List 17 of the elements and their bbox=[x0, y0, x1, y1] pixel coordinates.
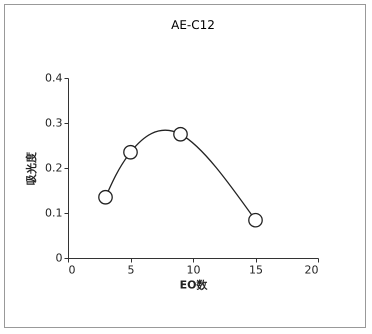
x-tick-label: 0 bbox=[68, 264, 76, 276]
x-tick-label: 15 bbox=[249, 264, 263, 276]
x-axis-title: EO数 bbox=[180, 278, 208, 292]
point bbox=[248, 212, 263, 228]
y-tick-label: 0 bbox=[56, 252, 62, 264]
point bbox=[123, 144, 138, 160]
chart-title: AE-C12 bbox=[171, 18, 215, 32]
y-tick-label: 0.2 bbox=[45, 162, 62, 174]
point bbox=[173, 126, 188, 142]
x-tick-label: 10 bbox=[186, 264, 200, 276]
y-tick-label: 0.1 bbox=[45, 206, 62, 220]
y-tick-label: 0.4 bbox=[45, 72, 62, 84]
y-axis-title: 吸光度 bbox=[25, 152, 38, 185]
y-tick-label: 0.3 bbox=[45, 116, 62, 130]
x-tick-label: 5 bbox=[128, 264, 134, 276]
point bbox=[98, 190, 113, 205]
x-tick-label: 20 bbox=[304, 264, 318, 276]
